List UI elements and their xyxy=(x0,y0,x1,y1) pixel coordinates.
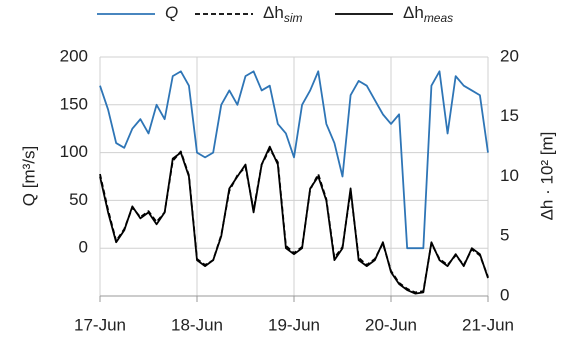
legend-name: Δh xyxy=(263,3,284,22)
legend-subscript: sim xyxy=(284,11,303,25)
y-axis-label: Q [m³/s] xyxy=(19,146,38,206)
x-tick-label: 17-Jun xyxy=(74,315,126,334)
y-tick-label: 0 xyxy=(79,238,88,257)
legend-label: Δhmeas xyxy=(403,3,453,25)
y2-tick-label: 0 xyxy=(500,285,509,304)
x-tick-label: 20-Jun xyxy=(365,315,417,334)
y2-tick-label: 15 xyxy=(500,106,519,125)
x-tick-label: 19-Jun xyxy=(268,315,320,334)
y-tick-label: 200 xyxy=(60,46,88,65)
y-tick-label: 50 xyxy=(69,190,88,209)
y-tick-label: 100 xyxy=(60,142,88,161)
legend-name: Q xyxy=(165,3,178,22)
y2-tick-label: 5 xyxy=(500,226,509,245)
legend-name: Δh xyxy=(403,3,424,22)
legend-label: Q xyxy=(165,3,178,22)
y2-tick-label: 10 xyxy=(500,166,519,185)
y-tick-label: 150 xyxy=(60,94,88,113)
legend-subscript: meas xyxy=(424,11,453,25)
data-line xyxy=(99,145,489,295)
y2-tick-label: 20 xyxy=(500,46,519,65)
y2-axis-label: Δh · 10² [m] xyxy=(537,132,556,221)
data-line xyxy=(99,70,489,250)
legend-label: Δhsim xyxy=(263,3,302,25)
x-tick-label: 18-Jun xyxy=(171,315,223,334)
x-tick-label: 21-Jun xyxy=(462,315,514,334)
